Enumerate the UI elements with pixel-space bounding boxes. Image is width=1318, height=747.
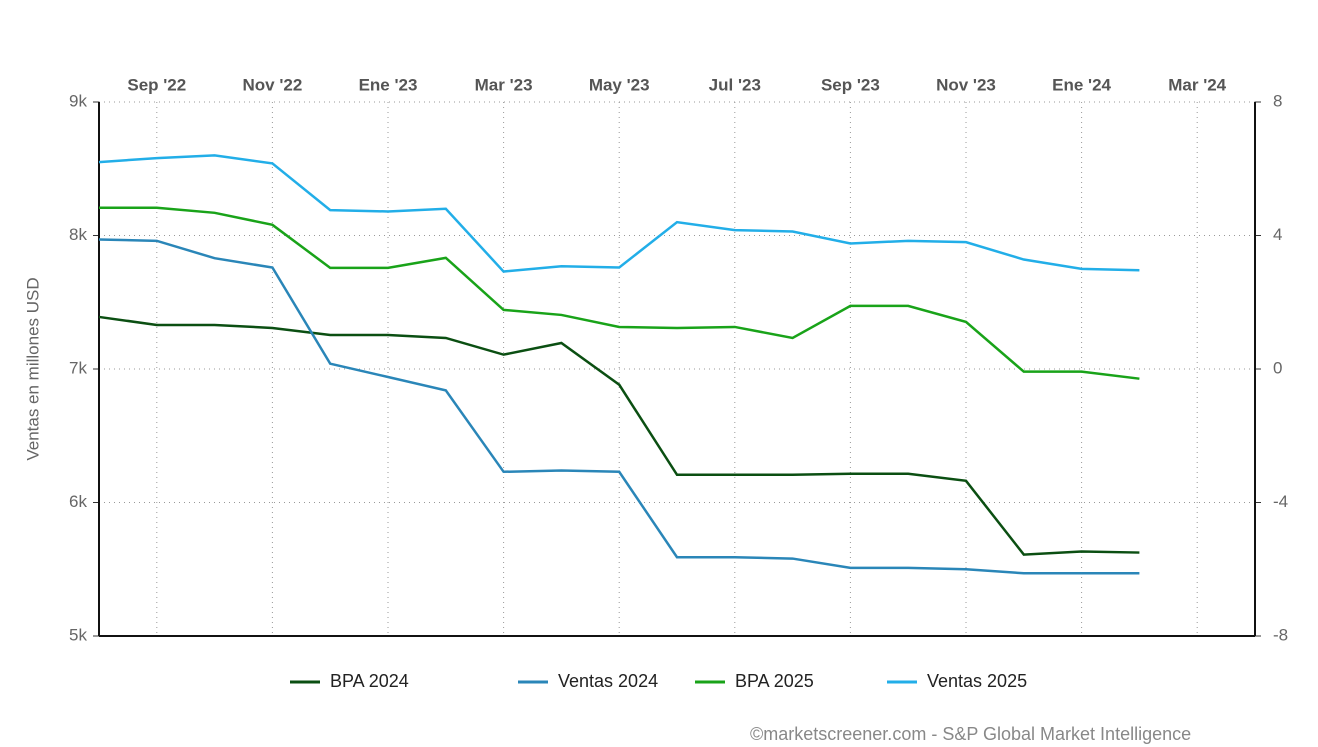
- credit: ©marketscreener.com - S&P Global Market …: [750, 724, 1191, 744]
- y-tick-label: 9k: [69, 91, 87, 110]
- y-tick-label: 6k: [69, 492, 87, 511]
- y-tick-label: 8k: [69, 225, 87, 244]
- x-tick-label: Mar '24: [1168, 75, 1226, 94]
- y2-tick-label: 0: [1273, 358, 1282, 377]
- x-tick-label: Sep '22: [127, 75, 186, 94]
- x-tick-label: Nov '22: [243, 75, 303, 94]
- y-tick-label: 5k: [69, 625, 87, 644]
- x-tick-label: Jul '23: [709, 75, 761, 94]
- x-tick-label: Sep '23: [821, 75, 880, 94]
- legend-label: Ventas 2025: [927, 671, 1027, 691]
- y2-tick-label: 8: [1273, 91, 1282, 110]
- x-tick-label: Ene '23: [359, 75, 418, 94]
- y2-tick-label: -8: [1273, 625, 1288, 644]
- x-tick-label: Ene '24: [1052, 75, 1111, 94]
- y-axis-title: Ventas en millones USD: [23, 277, 42, 460]
- x-tick-label: Mar '23: [475, 75, 533, 94]
- y2-tick-label: 4: [1273, 225, 1282, 244]
- series-line: [99, 206, 1140, 380]
- legend-label: BPA 2025: [735, 671, 814, 691]
- y-tick-label: 7k: [69, 358, 87, 377]
- series-line: [98, 238, 1140, 575]
- x-tick-label: May '23: [589, 75, 650, 94]
- x-tick-label: Nov '23: [936, 75, 996, 94]
- series-line: [98, 154, 1140, 273]
- series-line: [98, 315, 1140, 556]
- legend-label: BPA 2024: [330, 671, 409, 691]
- y2-tick-label: -4: [1273, 492, 1288, 511]
- legend-label: Ventas 2024: [558, 671, 658, 691]
